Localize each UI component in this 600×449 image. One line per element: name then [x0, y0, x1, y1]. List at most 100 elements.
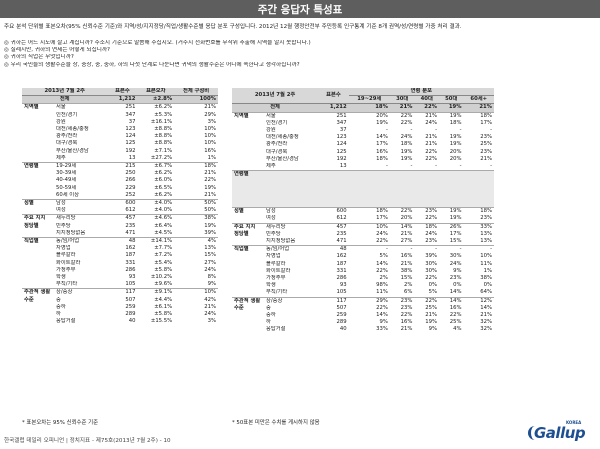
cell-value: 14% [376, 260, 388, 267]
table-row: 중하 259 14% 22% 21% 22% 21% [232, 312, 494, 319]
row-label [264, 185, 319, 193]
table-row: 성별 남성 600 18% 22% 23% 19% 18% [232, 207, 494, 224]
row-label: 민주당 [56, 222, 71, 229]
column-header: 19~29세 [348, 95, 390, 105]
cell-value: 612 [125, 207, 136, 214]
cell-value: 23% [414, 207, 439, 216]
cell-value [438, 185, 464, 193]
group-label: 주관적 생활수준 [232, 296, 264, 334]
row-label: 전체 [22, 95, 108, 104]
cell-value: - [490, 163, 492, 170]
cell-value: 21% [414, 111, 439, 120]
cell-value: 20% [449, 155, 462, 162]
table-row: 자영업 162 5% 16% 39% 30% 10% [232, 253, 494, 260]
table-row [232, 192, 494, 200]
cell-value: 289 [336, 319, 347, 326]
row-label [264, 170, 319, 179]
table-row: 무직/기타 105 11% 6% 5% 14% 64% [232, 289, 494, 297]
cell-value: 14% [376, 312, 388, 319]
cell-value: 25% [425, 304, 437, 311]
question-item: ◎ 우리 국민들의 생활수준을 상, 중상, 중, 중하, 하의 다섯 단계로 … [4, 61, 300, 68]
row-label: 대구/경북 [266, 148, 288, 155]
table-row: 무직/기타 105 ±9.6% 9% [22, 281, 218, 289]
cell-value: 9% [379, 319, 388, 326]
row-label: 여성 [266, 215, 276, 222]
cell-value: 5% [379, 253, 388, 260]
row-label: 지지정당없음 [56, 229, 86, 236]
cell-value: ±16.1% [150, 118, 173, 125]
cell-value: 19% [376, 119, 388, 126]
cell-value [438, 192, 464, 200]
column-header: 40대 [414, 95, 439, 105]
cell-value: 21% [425, 141, 437, 148]
row-label: 학생 [56, 274, 66, 281]
cell-value: 1,212 [318, 103, 349, 113]
cell-value: 48 [318, 245, 349, 254]
table-row: 강원 37 - - - - - [232, 127, 494, 134]
cell-value: 215 [107, 162, 138, 171]
table-row: 민주당 235 ±6.4% 19% [22, 223, 218, 230]
header-row: 2013년 7월 2주 표본수 연령 분포 [232, 88, 494, 105]
cell-value: ±4.4% [154, 296, 173, 303]
cell-value: 331 [125, 259, 136, 266]
cell-value: - [386, 163, 388, 170]
cell-value: 32% [480, 319, 492, 326]
row-label: 자영업 [56, 245, 71, 252]
cell-value: 18% [463, 111, 494, 120]
cell-value: 21% [425, 134, 437, 141]
cell-value: 23% [400, 304, 413, 311]
cell-value: 347 [125, 111, 136, 118]
cell-value: 10% [348, 222, 390, 231]
cell-value: 124 [125, 133, 136, 140]
cell-value: ±10.2% [150, 274, 173, 281]
cell-value: 16% [400, 319, 413, 326]
cell-value: ±9.6% [154, 281, 173, 288]
cell-value: 471 [125, 229, 136, 236]
cell-value [318, 199, 349, 208]
group-label: 성별 [22, 199, 54, 215]
cell-value: 125 [125, 140, 136, 147]
table-row: 지역별 서울 251 20% 22% 21% 19% 18% [232, 111, 494, 171]
row-label: 남성 [264, 207, 319, 216]
cell-value: 23% [480, 215, 492, 222]
cell-value: 21% [400, 260, 413, 267]
table-row: 광주/전라 124 17% 18% 21% 19% 25% [232, 141, 494, 148]
row-label [264, 199, 319, 208]
cell-value: 24% [204, 311, 216, 318]
cell-value: 0% [483, 282, 492, 289]
cell-value: 14% [389, 222, 415, 231]
cell-value: 235 [336, 230, 347, 237]
cell-value: 24% [425, 230, 437, 237]
cell-value: ±6.1% [154, 303, 173, 310]
cell-value: ±7.2% [154, 252, 173, 259]
cell-value: ±6.0% [154, 177, 173, 184]
cell-value: ±4.0% [154, 207, 173, 214]
cell-value: - [438, 245, 464, 254]
row-label: 인천/경기 [266, 119, 288, 126]
row-label: 중하 [266, 312, 276, 319]
cell-value: ±4.6% [137, 214, 175, 223]
table-row: 중 507 22% 23% 25% 16% 14% [232, 305, 494, 312]
cell-value: 22% [389, 207, 415, 216]
cell-value: 286 [336, 275, 347, 281]
cell-value: 20% [400, 215, 413, 222]
table-row: 부산/울산/경남 192 18% 19% 22% 20% 21% [232, 156, 494, 163]
cell-value: ±8.8% [154, 133, 173, 140]
row-label: 상/중상 [54, 288, 108, 297]
cell-value: 19% [438, 111, 464, 120]
cell-value: ±6.2% [154, 191, 173, 198]
cell-value [389, 178, 415, 186]
cell-value [318, 185, 349, 193]
row-label: 30-39세 [56, 170, 77, 177]
cell-value: 22% [389, 111, 415, 120]
table-row: 강원 37 ±16.1% 3% [22, 119, 218, 126]
cell-value: 38% [480, 275, 492, 281]
cell-value: 3% [207, 318, 216, 325]
cell-value [348, 192, 390, 200]
table-row [232, 185, 494, 193]
cell-value: 39% [425, 253, 437, 260]
row-label: 여성 [56, 207, 66, 214]
cell-value: 18% [400, 141, 413, 148]
cell-value: 24% [400, 134, 413, 141]
cell-value: 13 [339, 163, 347, 170]
